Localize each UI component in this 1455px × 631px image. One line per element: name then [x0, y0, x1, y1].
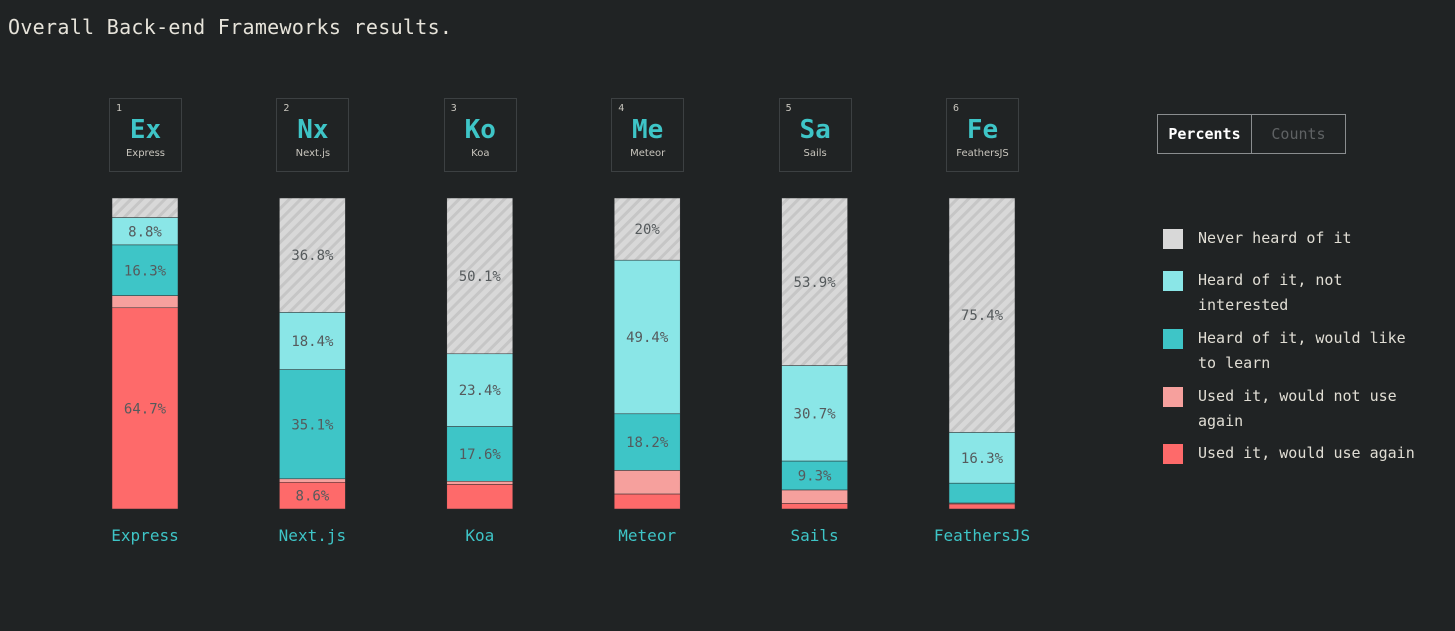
tile-symbol: Ko	[464, 115, 496, 145]
tile-symbol: Fe	[966, 115, 999, 145]
framework-label[interactable]: Next.js	[278, 526, 347, 545]
unit-toggle[interactable]: Percents Counts	[1157, 114, 1346, 154]
framework-label[interactable]: Koa	[465, 526, 495, 545]
bar-segment-interested_not[interactable]	[111, 217, 179, 246]
tile-name: Sails	[803, 148, 827, 159]
framework-tile-koa: 3 Ko Koa	[443, 98, 517, 172]
bar-value-label: 35.1%	[291, 417, 334, 433]
percents-toggle-button[interactable]: Percents	[1158, 115, 1252, 153]
legend-label: Used it, would use again	[1198, 444, 1415, 462]
bar-segment-would_learn[interactable]	[111, 244, 179, 296]
framework-label[interactable]: Meteor	[618, 526, 677, 545]
legend-item-would_use[interactable]: Used it, would use again	[1163, 443, 1423, 466]
tile-rank: 4	[618, 103, 625, 114]
bar-value-label: 20%	[635, 222, 661, 238]
bar-segment-never[interactable]	[279, 197, 346, 313]
tile-symbol: Me	[632, 115, 664, 145]
tile-symbol: Ex	[129, 115, 162, 145]
legend-item-interested_not[interactable]: Heard of it, not interested	[1163, 270, 1423, 318]
bar-segment-never[interactable]	[613, 197, 681, 261]
bar-value-label: 64.7%	[124, 401, 167, 417]
legend-swatch	[1163, 387, 1183, 407]
bar-value-label: 53.9%	[794, 275, 837, 291]
bar-segment-not_again[interactable]	[781, 489, 848, 504]
bar-value-label: 16.3%	[961, 451, 1004, 467]
legend-label: Heard of it, would like to learn	[1198, 329, 1406, 372]
tile-name: Meteor	[630, 148, 666, 159]
tile-symbol: Sa	[799, 115, 831, 145]
bar-segment-interested_not[interactable]	[948, 432, 1016, 484]
bar-segment-would_use[interactable]	[948, 503, 1016, 510]
bar-value-label: 16.3%	[124, 263, 167, 279]
bar-value-label: 23.4%	[459, 383, 502, 399]
bar-segment-would_use[interactable]	[446, 484, 514, 510]
framework-tile-express: 1 Ex Express	[109, 98, 182, 172]
bar-value-label: 75.4%	[961, 308, 1004, 324]
legend-swatch	[1163, 444, 1183, 464]
framework-tile-next-js: 2 Nx Next.js	[276, 98, 350, 172]
bar-segment-not_again[interactable]	[446, 481, 514, 485]
framework-label[interactable]: Express	[111, 526, 179, 545]
framework-label[interactable]: FeathersJS	[933, 526, 1031, 545]
bar-segment-not_again[interactable]	[111, 295, 179, 309]
bar-value-label: 8.6%	[296, 489, 330, 505]
framework-tile-meteor: 4 Me Meteor	[611, 98, 685, 172]
legend-swatch	[1163, 271, 1183, 291]
bar-segment-would_use[interactable]	[279, 482, 346, 510]
bar-segment-never[interactable]	[111, 197, 179, 218]
legend-item-not_again[interactable]: Used it, would not use again	[1163, 386, 1423, 434]
legend-label: Used it, would not use again	[1198, 387, 1397, 430]
page-title: Overall Back-end Frameworks results.	[8, 15, 453, 39]
tile-symbol: Nx	[297, 115, 329, 145]
tile-name: Express	[125, 148, 166, 159]
tile-name: FeathersJS	[956, 148, 1009, 159]
bar-segment-would_use[interactable]	[111, 307, 179, 510]
bar-segment-never[interactable]	[781, 197, 848, 366]
tile-name: Koa	[471, 148, 490, 159]
bar-segment-would_learn[interactable]	[279, 369, 346, 480]
bar-segment-interested_not[interactable]	[446, 353, 514, 427]
bar-segment-would_learn[interactable]	[446, 426, 514, 482]
tile-rank: 5	[785, 103, 792, 114]
legend-label: Never heard of it	[1198, 229, 1352, 247]
bar-value-label: 8.8%	[128, 224, 162, 240]
tile-rank: 3	[450, 103, 457, 114]
bar-value-label: 36.8%	[291, 248, 334, 264]
bar-value-label: 49.4%	[626, 330, 669, 346]
legend-item-would_learn[interactable]: Heard of it, would like to learn	[1163, 328, 1423, 376]
tile-rank: 2	[283, 103, 290, 114]
bar-segment-would_learn[interactable]	[781, 460, 848, 491]
legend-swatch	[1163, 329, 1183, 349]
bar-value-label: 17.6%	[459, 447, 502, 463]
legend-swatch	[1163, 229, 1183, 249]
bar-segment-not_again[interactable]	[613, 470, 681, 495]
tile-name: Next.js	[295, 148, 331, 159]
bar-value-label: 18.4%	[291, 334, 334, 350]
tile-rank: 1	[116, 103, 123, 114]
legend-label: Heard of it, not interested	[1198, 271, 1343, 314]
bar-segment-interested_not[interactable]	[279, 312, 346, 370]
bar-segment-would_learn[interactable]	[613, 413, 681, 471]
bar-segment-never[interactable]	[446, 197, 514, 355]
bar-segment-would_use[interactable]	[781, 503, 848, 510]
bar-segment-not_again[interactable]	[279, 478, 346, 483]
bar-segment-never[interactable]	[948, 197, 1016, 433]
framework-label[interactable]: Sails	[790, 526, 839, 545]
bar-value-label: 18.2%	[626, 435, 669, 451]
legend-item-never[interactable]: Never heard of it	[1163, 228, 1423, 251]
bar-value-label: 9.3%	[798, 469, 832, 485]
counts-toggle-button[interactable]: Counts	[1271, 125, 1326, 143]
bar-segment-interested_not[interactable]	[613, 259, 681, 415]
bar-value-label: 50.1%	[459, 269, 502, 285]
framework-tile-sails: 5 Sa Sails	[778, 98, 852, 172]
bar-segment-would_use[interactable]	[613, 493, 681, 510]
bar-segment-would_learn[interactable]	[948, 482, 1016, 504]
tile-rank: 6	[953, 103, 960, 114]
bar-value-label: 30.7%	[794, 406, 837, 422]
framework-tile-feathersjs: 6 Fe FeathersJS	[946, 98, 1019, 172]
